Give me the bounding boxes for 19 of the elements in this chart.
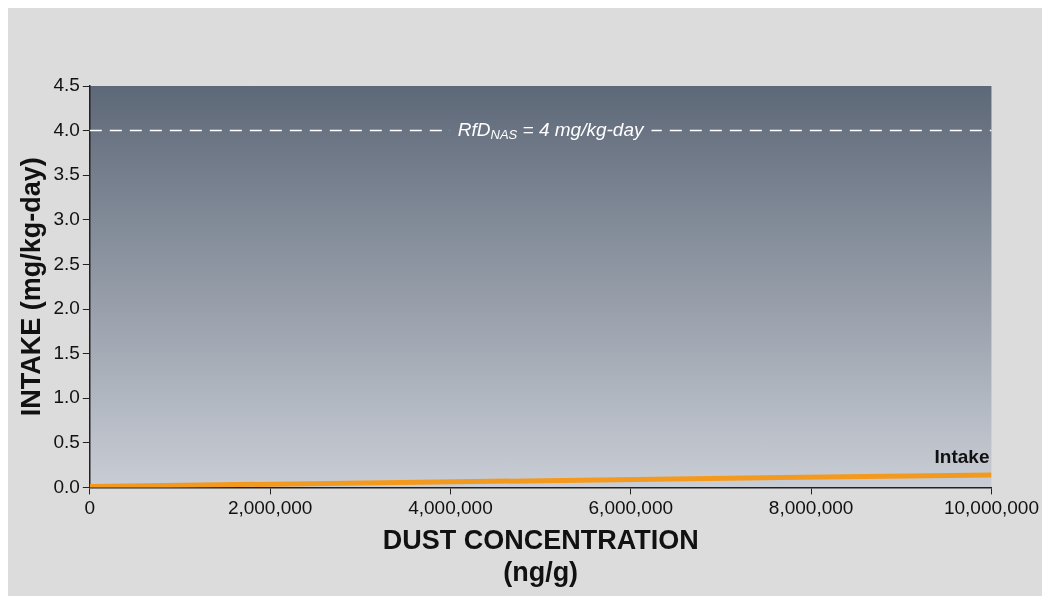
y-axis-title: INTAKE (mg/kg-day) <box>15 157 46 417</box>
y-tick-label: 2.0 <box>53 297 80 319</box>
x-tick-label: 6,000,000 <box>588 497 674 519</box>
y-tick-label: 4.5 <box>53 74 80 96</box>
x-tick-label: 2,000,000 <box>227 497 313 519</box>
x-tick-label: 8,000,000 <box>768 497 854 519</box>
y-tick-label: 0.5 <box>53 431 80 453</box>
x-tick-label: 10,000,000 <box>943 497 1039 519</box>
y-tick-label: 3.5 <box>53 163 80 185</box>
y-tick-label: 1.0 <box>53 386 80 408</box>
y-tick-label: 3.0 <box>53 208 80 230</box>
x-tick-label: 0 <box>84 497 96 519</box>
y-tick-label: 4.0 <box>53 118 80 140</box>
x-tick-label: 4,000,000 <box>408 497 493 519</box>
y-tick-label: 1.5 <box>53 341 80 363</box>
x-axis-title: DUST CONCENTRATION (ng/g) <box>382 524 699 588</box>
series-label: Intake <box>934 445 990 467</box>
y-tick-label: 2.5 <box>53 252 80 274</box>
y-tick-label: 0.0 <box>53 475 80 497</box>
